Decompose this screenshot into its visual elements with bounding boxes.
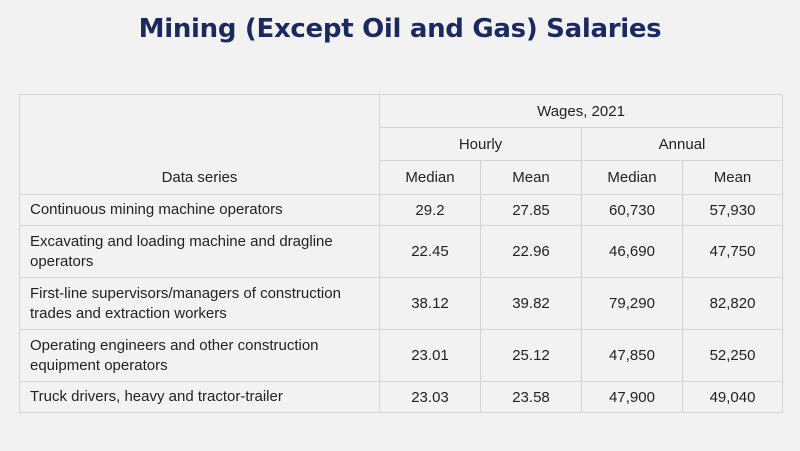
hourly-median-cell: 23.03 [379, 381, 481, 413]
annual-median-cell: 60,730 [581, 194, 683, 226]
hourly-mean-cell: 25.12 [480, 329, 582, 382]
row-label: Operating engineers and other constructi… [19, 329, 380, 382]
hourly-mean-cell: 27.85 [480, 194, 582, 226]
annual-mean-cell: 52,250 [681, 329, 784, 382]
annual-header: Annual [580, 127, 784, 161]
annual-mean-cell: 49,040 [681, 381, 784, 413]
page-title: Mining (Except Oil and Gas) Salaries [138, 14, 662, 44]
annual-mean-cell: 57,930 [681, 194, 784, 226]
hourly-median-cell: 29.2 [379, 194, 481, 226]
annual-mean-cell: 47,750 [681, 225, 784, 278]
data-series-header: Data series [19, 94, 380, 195]
hourly-mean-cell: 39.82 [480, 277, 582, 330]
annual-mean-cell: 82,820 [681, 277, 784, 330]
wages-group-header: Wages, 2021 [378, 94, 784, 128]
annual-median-cell: 46,690 [581, 225, 683, 278]
row-label: First-line supervisors/managers of const… [19, 277, 380, 330]
hourly-median-cell: 38.12 [379, 277, 481, 330]
hourly-median-cell: 22.45 [379, 225, 481, 278]
annual-median-cell: 79,290 [581, 277, 683, 330]
wages-table: Data series Wages, 2021 Hourly Annual Me… [19, 94, 784, 413]
table-row: Operating engineers and other constructi… [19, 329, 784, 382]
hourly-mean-cell: 23.58 [480, 381, 582, 413]
table-row: Truck drivers, heavy and tractor-trailer… [19, 381, 784, 413]
table-row: First-line supervisors/managers of const… [19, 277, 784, 330]
row-label: Excavating and loading machine and dragl… [19, 225, 380, 278]
annual-mean-header: Mean [681, 160, 784, 195]
table-row: Excavating and loading machine and dragl… [19, 225, 784, 278]
hourly-mean-header: Mean [480, 160, 582, 195]
hourly-mean-cell: 22.96 [480, 225, 582, 278]
table-row: Continuous mining machine operators 29.2… [19, 194, 784, 226]
row-label: Truck drivers, heavy and tractor-trailer [19, 381, 380, 413]
row-label: Continuous mining machine operators [19, 194, 380, 226]
hourly-median-header: Median [379, 160, 481, 195]
annual-median-header: Median [581, 160, 683, 195]
hourly-median-cell: 23.01 [379, 329, 481, 382]
annual-median-cell: 47,850 [581, 329, 683, 382]
hourly-header: Hourly [379, 127, 582, 161]
annual-median-cell: 47,900 [581, 381, 683, 413]
